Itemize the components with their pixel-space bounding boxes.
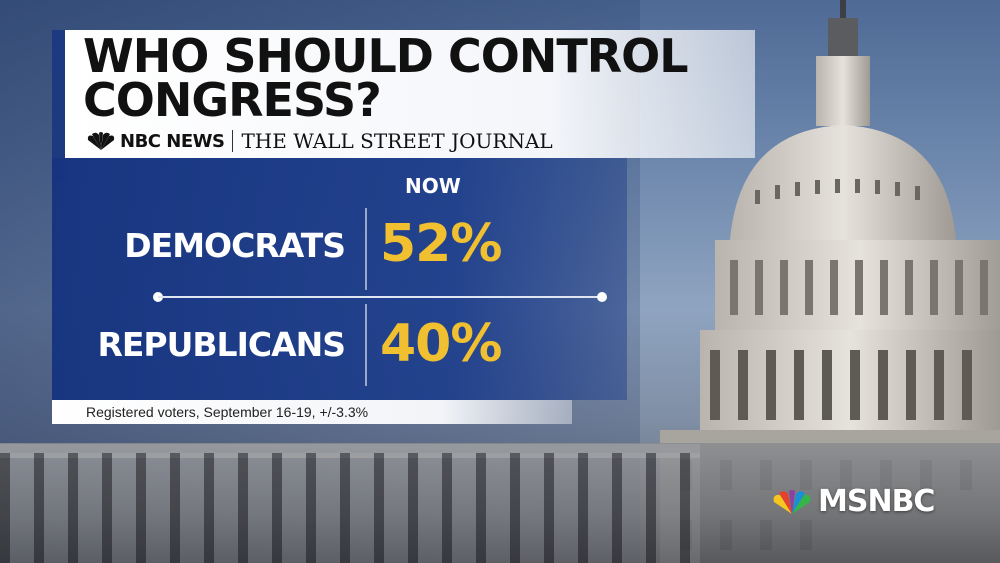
row-label-democrats: DEMOCRATS xyxy=(124,226,346,265)
poll-footnote: Registered voters, September 16-19, +/-3… xyxy=(86,404,369,420)
row-value-democrats: 52% xyxy=(380,214,502,274)
row-label-republicans: REPUBLICANS xyxy=(97,325,346,364)
vertical-divider-top xyxy=(365,208,367,290)
nbc-news-label: NBC NEWS xyxy=(120,130,225,152)
msnbc-wordmark: MSNBC xyxy=(818,484,935,519)
msnbc-logo: MSNBC xyxy=(772,484,935,519)
row-divider xyxy=(158,296,602,298)
building-facade xyxy=(0,453,700,563)
wsj-label: THE WALL STREET JOURNAL xyxy=(241,129,553,153)
column-header-now: NOW xyxy=(405,174,461,198)
results-panel xyxy=(52,158,627,400)
page-title: WHO SHOULD CONTROL CONGRESS? xyxy=(83,29,689,127)
nbc-peacock-logo xyxy=(87,132,115,150)
divider-dot-right xyxy=(597,292,607,302)
vertical-divider-bottom xyxy=(365,304,367,386)
title-accent-bar xyxy=(52,30,65,182)
brand-divider xyxy=(232,130,234,152)
title-panel xyxy=(65,30,755,158)
footnote-bar xyxy=(52,400,572,424)
row-value-republicans: 40% xyxy=(380,314,502,374)
msnbc-peacock-icon xyxy=(773,489,811,514)
brand-row: NBC NEWS THE WALL STREET JOURNAL xyxy=(86,128,553,154)
